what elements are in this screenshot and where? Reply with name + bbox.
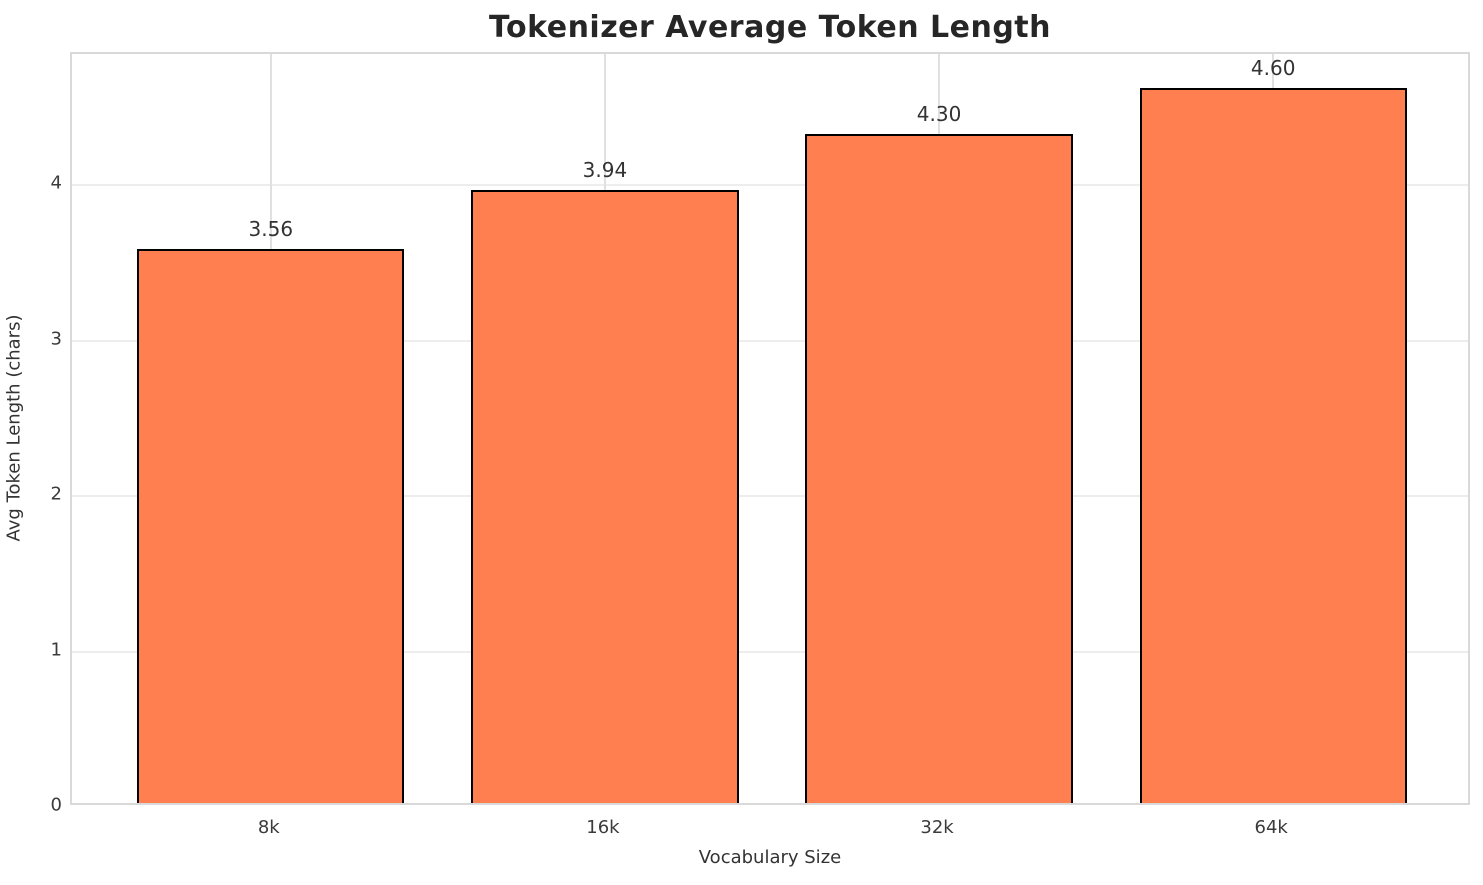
xtick-label-32k: 32k: [920, 817, 954, 838]
bar-value-label-64k: 4.60: [1250, 55, 1296, 80]
gridline-horizontal-1: [72, 650, 1468, 653]
ytick-label-0: 0: [50, 794, 62, 816]
gridline-horizontal-2: [72, 495, 1468, 498]
ytick-label-4: 4: [50, 172, 62, 194]
gridline-horizontal-3: [72, 339, 1468, 342]
xtick-label-64k: 64k: [1254, 817, 1288, 838]
bar-value-label-16k: 3.94: [582, 158, 628, 183]
xtick-label-8k: 8k: [257, 817, 280, 838]
bar-value-label-32k: 4.30: [916, 102, 962, 127]
xtick-label-16k: 16k: [586, 817, 620, 838]
plot-area: 3.56 3.94 4.30 4.60: [70, 52, 1470, 805]
gridline-horizontal-4: [72, 184, 1468, 187]
ytick-label-2: 2: [50, 483, 62, 505]
bar-64k: [1139, 87, 1407, 803]
ytick-label-1: 1: [50, 639, 62, 661]
x-axis-label: Vocabulary Size: [698, 847, 842, 868]
bar-16k: [471, 190, 739, 803]
chart-title: Tokenizer Average Token Length: [488, 10, 1051, 45]
bar-value-label-8k: 3.56: [248, 217, 294, 242]
bar-32k: [805, 134, 1073, 803]
ytick-label-3: 3: [50, 328, 62, 350]
bar-8k: [137, 249, 405, 803]
